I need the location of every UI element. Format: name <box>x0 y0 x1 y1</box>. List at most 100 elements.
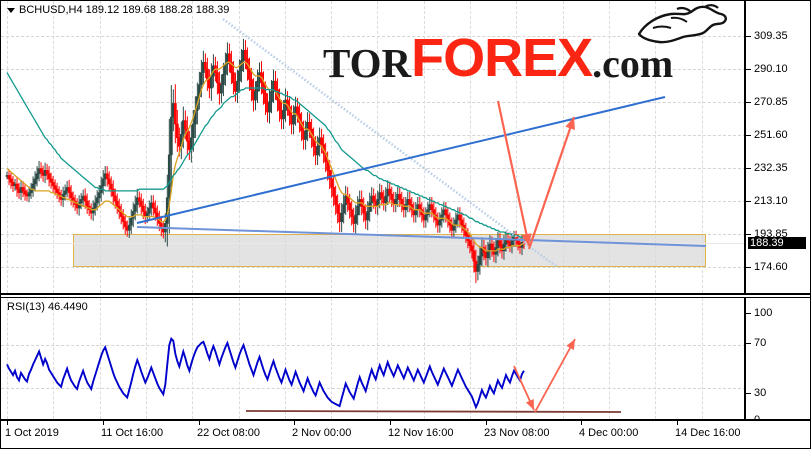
rsi-y-axis-scale[interactable]: 100 70 30 0 <box>744 298 810 419</box>
candle-body <box>228 53 231 63</box>
candle-body <box>151 202 155 209</box>
candle-body <box>47 173 51 180</box>
rsi-tick-3: 0 <box>746 414 810 419</box>
price-chart-panel[interactable]: TOR FOREX .com BCHUSD,H4 189.12 189.68 1… <box>1 1 810 295</box>
rsi-gridline-v-5 <box>239 298 240 419</box>
price-tick-5: 213.10 <box>746 195 810 207</box>
candle-body <box>9 178 13 183</box>
candle-body <box>27 192 31 197</box>
forecast-down-arrow-head <box>521 233 532 246</box>
candle-body <box>53 185 57 190</box>
price-y-axis-scale[interactable]: 309.35 290.10 270.85 251.60 232.35 213.10 193.… <box>744 1 810 293</box>
price-tick-6: 193.85 <box>746 228 810 240</box>
candle-body <box>320 137 324 145</box>
candle-body <box>224 63 227 75</box>
price-gridline-v-10 <box>470 1 471 293</box>
candle-body <box>67 187 71 193</box>
candle-body <box>55 188 59 193</box>
candle-body <box>35 173 39 180</box>
price-gridline-v-15 <box>702 1 703 293</box>
price-gridline-h-1 <box>1 69 746 70</box>
rsi-indicator-panel[interactable]: RSI(13) 46.4490 100 70 30 0 <box>1 297 810 421</box>
time-axis-label-0: 1 Oct 2019 <box>5 427 59 439</box>
candle-body <box>390 194 394 200</box>
candle-body <box>380 192 384 199</box>
candle-body <box>39 168 43 173</box>
candle-body <box>79 199 83 204</box>
rsi-gridline-v-1 <box>53 298 54 419</box>
candle-body <box>278 99 281 111</box>
time-axis[interactable]: 1 Oct 2019 11 Oct 16:00 22 Oct 08:00 2 Nov … <box>1 421 810 448</box>
time-tick-1 <box>103 421 104 425</box>
rsi-gridline-v-14 <box>655 298 656 419</box>
price-gridline-v-11 <box>516 1 517 293</box>
candle-body <box>460 219 464 226</box>
rsi-gridline-v-0 <box>7 298 8 419</box>
rsi-tick-2: 30 <box>746 387 810 399</box>
candle-body <box>490 243 494 250</box>
candle-body <box>91 207 95 214</box>
candle-body <box>292 115 295 125</box>
rsi-gridline-v-7 <box>331 298 332 419</box>
rsi-level-line-70 <box>1 345 746 347</box>
chevron-down-icon[interactable] <box>7 7 15 13</box>
time-tick-3 <box>294 421 295 425</box>
price-tick-1: 290.10 <box>746 63 810 75</box>
candle-body <box>282 110 285 120</box>
candle-body <box>147 207 151 214</box>
rsi-gridline-v-9 <box>424 298 425 419</box>
rsi-level-line-30 <box>1 387 746 389</box>
candle-body <box>414 209 418 216</box>
candle-body <box>141 206 145 212</box>
candle-body <box>458 214 462 221</box>
descending-resistance-trendline <box>222 17 558 269</box>
candle-body <box>113 195 117 202</box>
forecast-up-arrow-shaft <box>527 116 576 250</box>
candle-body <box>115 200 119 207</box>
candle-body <box>121 216 125 223</box>
candle-body <box>400 199 404 205</box>
candle-body <box>209 75 213 89</box>
price-gridline-v-0 <box>7 1 8 293</box>
rsi-forecast-down-arrow-head <box>525 399 534 410</box>
symbol-header-text: BCHUSD,H4 189.12 189.68 188.28 188.39 <box>19 4 230 16</box>
rsi-plot-area[interactable] <box>1 298 746 419</box>
candle-body <box>340 212 344 223</box>
candle-body <box>304 130 307 140</box>
candle-body <box>418 204 422 211</box>
candle-body <box>438 219 442 226</box>
rsi-tick-0: 100 <box>746 307 810 319</box>
candle-body <box>366 211 370 221</box>
time-axis-label-6: 4 Dec 00:00 <box>579 427 639 439</box>
candle-body <box>169 116 173 156</box>
price-gridline-h-7 <box>1 267 746 268</box>
candle-body <box>123 221 127 228</box>
candle-body <box>336 204 340 214</box>
candle-body <box>398 194 402 200</box>
candle-body <box>183 120 187 130</box>
ma-fast-line <box>6 61 524 252</box>
candle-body <box>250 79 253 91</box>
rsi-gridline-v-10 <box>470 298 471 419</box>
candle-body <box>356 206 360 216</box>
price-gridline-h-3 <box>1 135 746 136</box>
candle-body <box>478 255 482 265</box>
candle-body <box>424 214 428 221</box>
rsi-forecast-up-arrow-shaft <box>534 338 576 413</box>
price-tick-2: 270.85 <box>746 96 810 108</box>
candle-body <box>216 72 219 84</box>
candle-body <box>236 80 239 92</box>
current-price-level-line <box>1 243 746 245</box>
time-tick-0 <box>7 421 8 425</box>
candle-body <box>372 195 376 202</box>
candle-body <box>452 224 456 231</box>
candle-body <box>394 199 398 205</box>
candle-body <box>23 190 27 195</box>
price-tick-0: 309.35 <box>746 30 810 42</box>
candle-body <box>468 240 472 247</box>
price-gridline-v-14 <box>655 1 656 293</box>
time-axis-label-5: 23 Nov 08:00 <box>484 427 550 439</box>
candle-body <box>63 190 67 195</box>
candle-body <box>131 211 135 219</box>
price-plot-area[interactable]: TOR FOREX .com <box>1 1 746 293</box>
